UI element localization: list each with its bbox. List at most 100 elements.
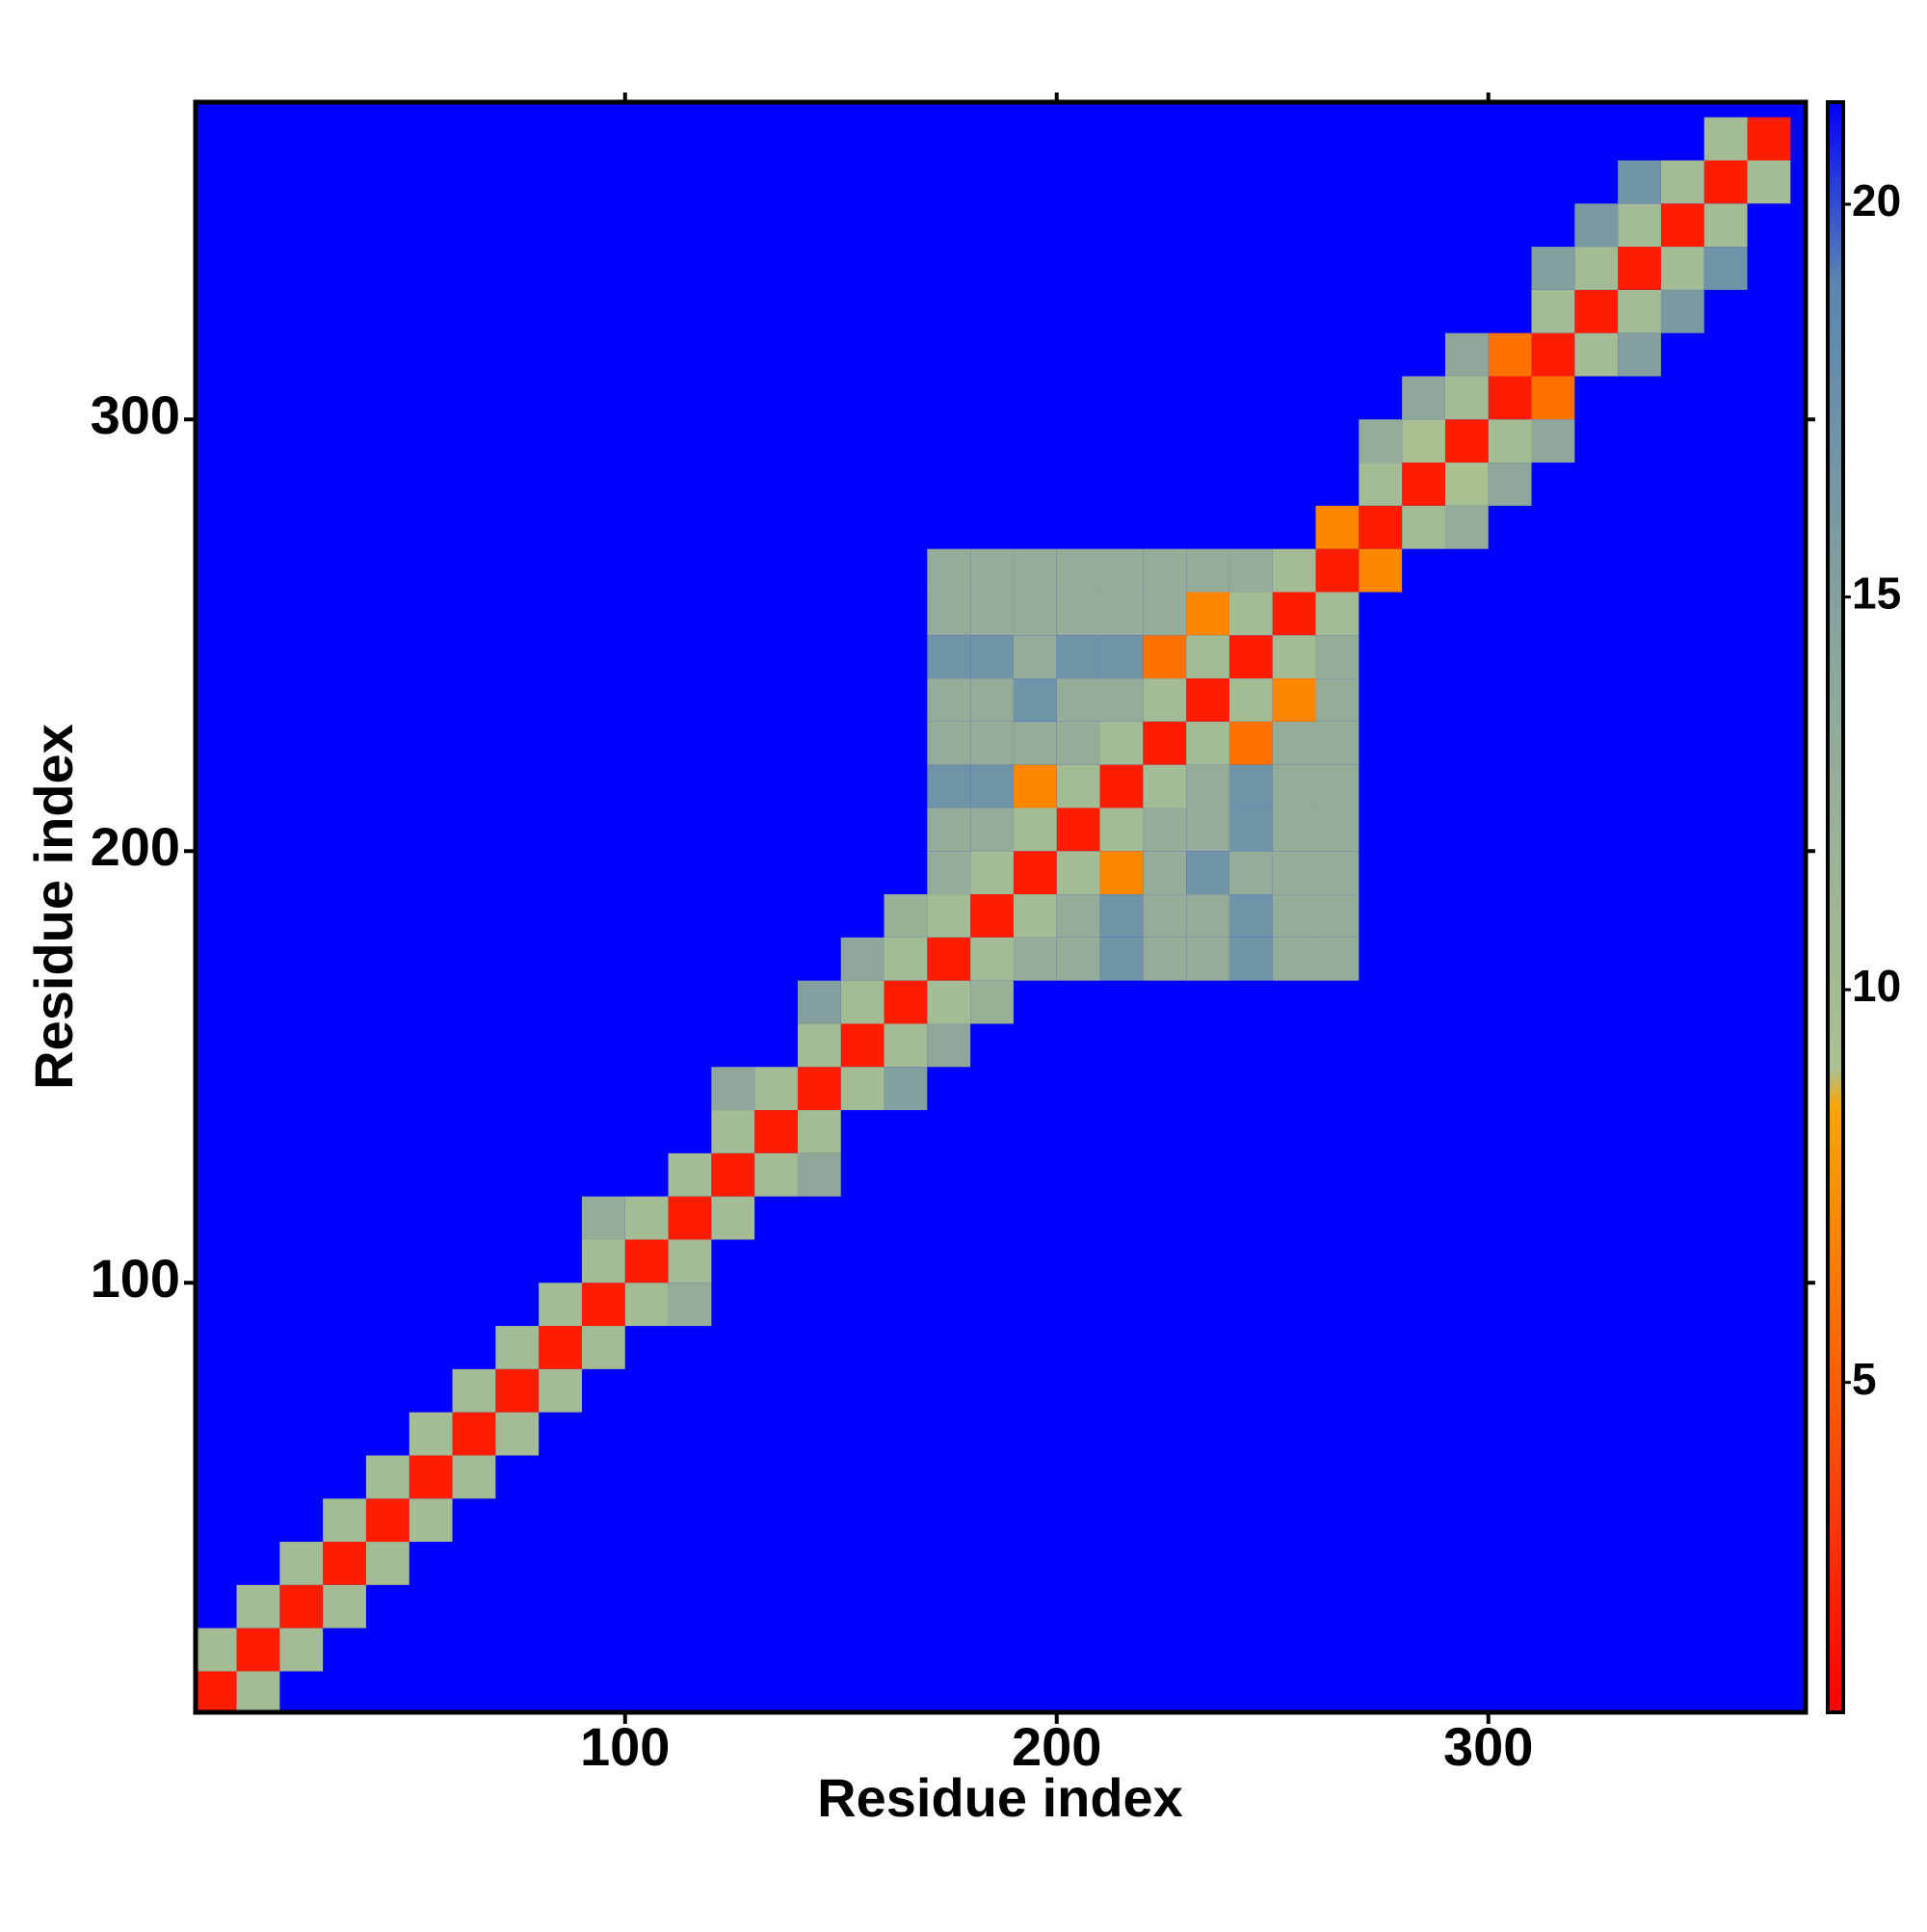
heatmap-cell	[452, 1455, 496, 1499]
colorbar-tick-label: 15	[1852, 569, 1901, 619]
heatmap-cell	[1660, 203, 1704, 248]
heatmap-cell	[1618, 160, 1661, 204]
heatmap-cell	[1315, 505, 1359, 549]
heatmap-cell	[1143, 894, 1187, 938]
heatmap-cell	[365, 1542, 409, 1585]
heatmap-cell	[1099, 894, 1144, 938]
heatmap-cell	[279, 1542, 324, 1585]
heatmap-cell	[1228, 721, 1273, 765]
heatmap-cell	[196, 1671, 237, 1712]
heatmap-cell	[970, 937, 1014, 981]
heatmap-cell	[1228, 764, 1273, 808]
heatmap-cell	[1618, 203, 1661, 248]
heatmap-cell	[1186, 635, 1229, 679]
heatmap-cell	[1402, 419, 1445, 463]
heatmap-cell	[495, 1412, 540, 1456]
heatmap-cell	[323, 1542, 366, 1585]
heatmap-cell	[970, 721, 1014, 765]
heatmap-cell	[970, 807, 1014, 852]
heatmap-cell	[1013, 764, 1057, 808]
heatmap-cells	[196, 117, 1791, 1712]
heatmap-cell	[1359, 548, 1403, 593]
heatmap-cell	[1056, 807, 1100, 852]
heatmap-cell	[1013, 851, 1057, 895]
heatmap-cell	[1056, 851, 1100, 895]
heatmap-cell	[1315, 937, 1359, 981]
heatmap-cell	[1056, 894, 1100, 938]
heatmap-cell	[668, 1152, 712, 1197]
heatmap-cell	[754, 1152, 798, 1197]
heatmap-cell	[1315, 721, 1359, 765]
heatmap-cell	[1186, 807, 1229, 852]
heatmap-cell	[1228, 851, 1273, 895]
heatmap-cell	[884, 1023, 928, 1068]
heatmap-cell	[840, 1023, 884, 1068]
heatmap-cell	[539, 1368, 582, 1413]
heatmap-cell	[927, 894, 971, 938]
heatmap-cell	[1272, 807, 1316, 852]
heatmap-cell	[797, 1152, 841, 1197]
heatmap-cell	[927, 1023, 971, 1068]
colorbar-tick-label: 20	[1852, 175, 1901, 225]
heatmap-cell	[1272, 937, 1316, 981]
heatmap-cell	[236, 1671, 280, 1712]
heatmap-cell	[236, 1584, 280, 1628]
heatmap-cell	[1056, 764, 1100, 808]
heatmap-cell	[927, 851, 971, 895]
heatmap-cell	[1143, 721, 1187, 765]
x-tick-label: 100	[580, 1716, 670, 1777]
heatmap-cell	[927, 635, 971, 679]
heatmap-cell	[927, 678, 971, 722]
heatmap-cell	[1272, 548, 1316, 593]
y-tick-label: 300	[91, 384, 180, 445]
heatmap-cell	[1531, 376, 1575, 420]
heatmap-cell	[365, 1498, 409, 1543]
heatmap-cell	[1315, 807, 1359, 852]
heatmap-cell	[970, 592, 1014, 636]
heatmap-cell	[1660, 160, 1704, 204]
heatmap-cell	[279, 1628, 324, 1672]
heatmap-cell	[927, 980, 971, 1024]
heatmap-cell	[1228, 635, 1273, 679]
heatmap-cell	[1574, 247, 1619, 290]
x-tick-label: 200	[1012, 1716, 1101, 1777]
heatmap-cell	[927, 807, 971, 852]
heatmap-cell	[1618, 289, 1661, 333]
heatmap-cell	[452, 1368, 496, 1413]
heatmap-cell	[1099, 678, 1144, 722]
heatmap-cell	[409, 1412, 453, 1456]
heatmap-cell	[1660, 289, 1704, 333]
x-axis-title: Residue index	[817, 1767, 1183, 1828]
heatmap-cell	[1531, 247, 1575, 290]
heatmap-cell	[884, 980, 928, 1024]
heatmap-cell	[1315, 894, 1359, 938]
heatmap-cell	[711, 1110, 755, 1153]
heatmap-cell	[1056, 937, 1100, 981]
heatmap-cell	[1099, 721, 1144, 765]
heatmap-cell	[797, 980, 841, 1024]
heatmap-cell	[970, 894, 1014, 938]
heatmap-cell	[840, 980, 884, 1024]
heatmap-cell	[1315, 548, 1359, 593]
heatmap-cell	[624, 1239, 669, 1284]
heatmap-cell	[970, 980, 1014, 1024]
heatmap-cell	[1315, 635, 1359, 679]
heatmap-cell	[1056, 592, 1100, 636]
heatmap-cell	[1531, 289, 1575, 333]
x-tick-label: 300	[1443, 1716, 1533, 1777]
heatmap-cell	[1056, 721, 1100, 765]
heatmap-cell	[1703, 117, 1748, 161]
heatmap-cell	[1013, 635, 1057, 679]
heatmap-cell	[970, 548, 1014, 593]
heatmap-cell	[1013, 721, 1057, 765]
heatmap-cell	[668, 1239, 712, 1284]
heatmap-cell	[409, 1498, 453, 1543]
heatmap-cell	[1013, 894, 1057, 938]
colorbar-tick-label: 5	[1852, 1354, 1877, 1404]
heatmap-cell	[1488, 376, 1532, 420]
heatmap-cell	[1574, 289, 1619, 333]
heatmap-cell	[1315, 851, 1359, 895]
heatmap-cell	[711, 1067, 755, 1111]
heatmap-cell	[1099, 592, 1144, 636]
heatmap-cell	[1315, 678, 1359, 722]
